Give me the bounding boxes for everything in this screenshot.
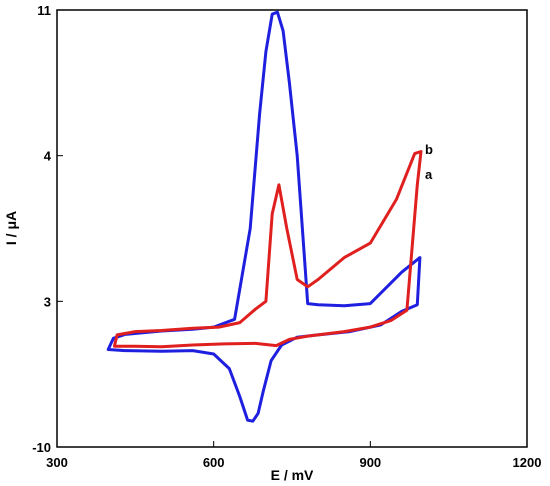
x-axis-title: E / mV — [271, 467, 314, 483]
y-tick-label: 4 — [44, 149, 52, 164]
x-tick-label: 300 — [46, 455, 68, 470]
x-tick-label: 1200 — [513, 455, 542, 470]
y-axis-title: I / μA — [3, 211, 19, 245]
x-tick-label: 600 — [203, 455, 225, 470]
plot-frame — [56, 9, 528, 448]
series-curve-a — [106, 10, 422, 423]
axis-ticks: 300 600 900 1200 11 4 3 -10 — [32, 3, 541, 470]
x-tick-label: 900 — [359, 455, 381, 470]
curves — [106, 10, 423, 423]
y-tick-label: 3 — [44, 294, 51, 309]
curve-label-b: b — [425, 142, 433, 157]
curve-label-a: a — [425, 167, 433, 182]
y-tick-label: 11 — [37, 3, 51, 18]
y-tick-label: -10 — [32, 440, 51, 455]
series-curve-b — [112, 150, 423, 349]
